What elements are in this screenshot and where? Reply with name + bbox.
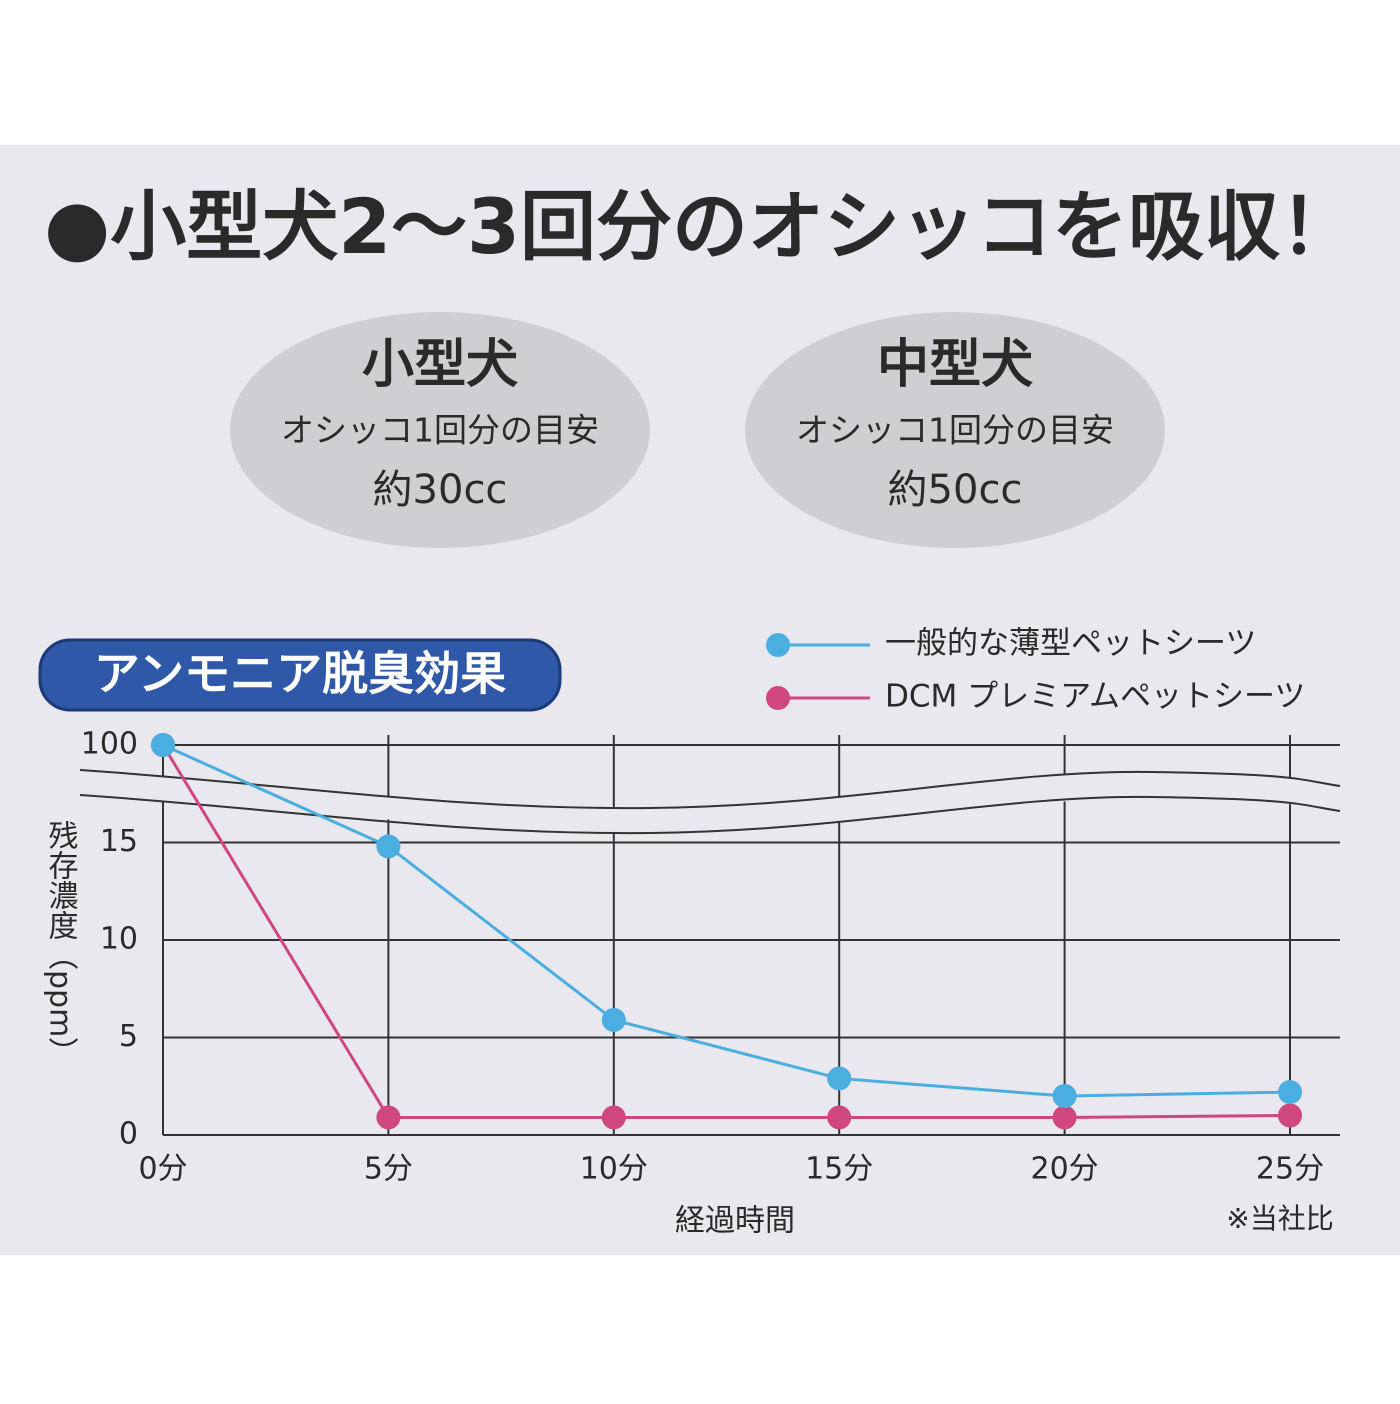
x-tick-label: 15分 [805,1152,873,1187]
legend-label: DCM プレミアムペットシーツ [885,679,1305,715]
data-point [1278,1080,1302,1105]
legend-label: 一般的な薄型ペットシーツ [885,626,1256,662]
data-point [1052,1105,1077,1130]
data-point [376,834,401,859]
series-line [162,743,1291,1098]
x-tick-label: 20分 [1031,1152,1099,1187]
x-tick-label: 25分 [1256,1152,1324,1187]
card-subtitle: オシッコ1回分の目安 [281,411,599,450]
y-tick-label: 5 [119,1019,138,1054]
x-tick-label: 0分 [138,1152,187,1187]
card-bubble [745,312,1165,548]
chart-title: アンモニア脱臭効果 [94,647,506,701]
y-tick-label: 0 [119,1117,138,1152]
x-tick-label: 10分 [580,1152,648,1187]
card-title: 中型犬 [877,335,1033,395]
note: ※当社比 [1226,1202,1333,1235]
data-point [376,1105,401,1130]
y-tick-label: 10 [100,922,138,957]
x-tick-label: 5分 [364,1152,413,1187]
data-point [601,1105,626,1130]
card-amount: 約30cc [373,467,508,513]
data-point [1278,1103,1302,1128]
data-point [827,1105,852,1130]
axis-break [80,770,1340,833]
x-axis-title: 経過時間 [675,1204,795,1239]
card-bubble [230,312,650,548]
legend-marker [766,686,790,710]
chart-badge [38,638,562,712]
data-point [1052,1084,1077,1108]
y-tick-label: 15 [100,824,138,859]
axis-break [79,794,1341,835]
y-axis-title: 残存濃度（ppm） [43,820,79,1067]
series-line [161,744,1291,1119]
card-subtitle: オシッコ1回分の目安 [796,411,1114,450]
data-point [827,1066,852,1091]
data-point [601,1007,626,1032]
legend-marker [766,633,790,657]
y-tick-label: 100 [81,727,138,762]
data-point [151,733,175,757]
card-amount: 約50cc [888,467,1023,513]
page-title: ●小型犬2〜3回分のオシッコを吸収！ [44,182,1356,271]
axis-break [79,769,1341,810]
card-title: 小型犬 [362,335,518,395]
